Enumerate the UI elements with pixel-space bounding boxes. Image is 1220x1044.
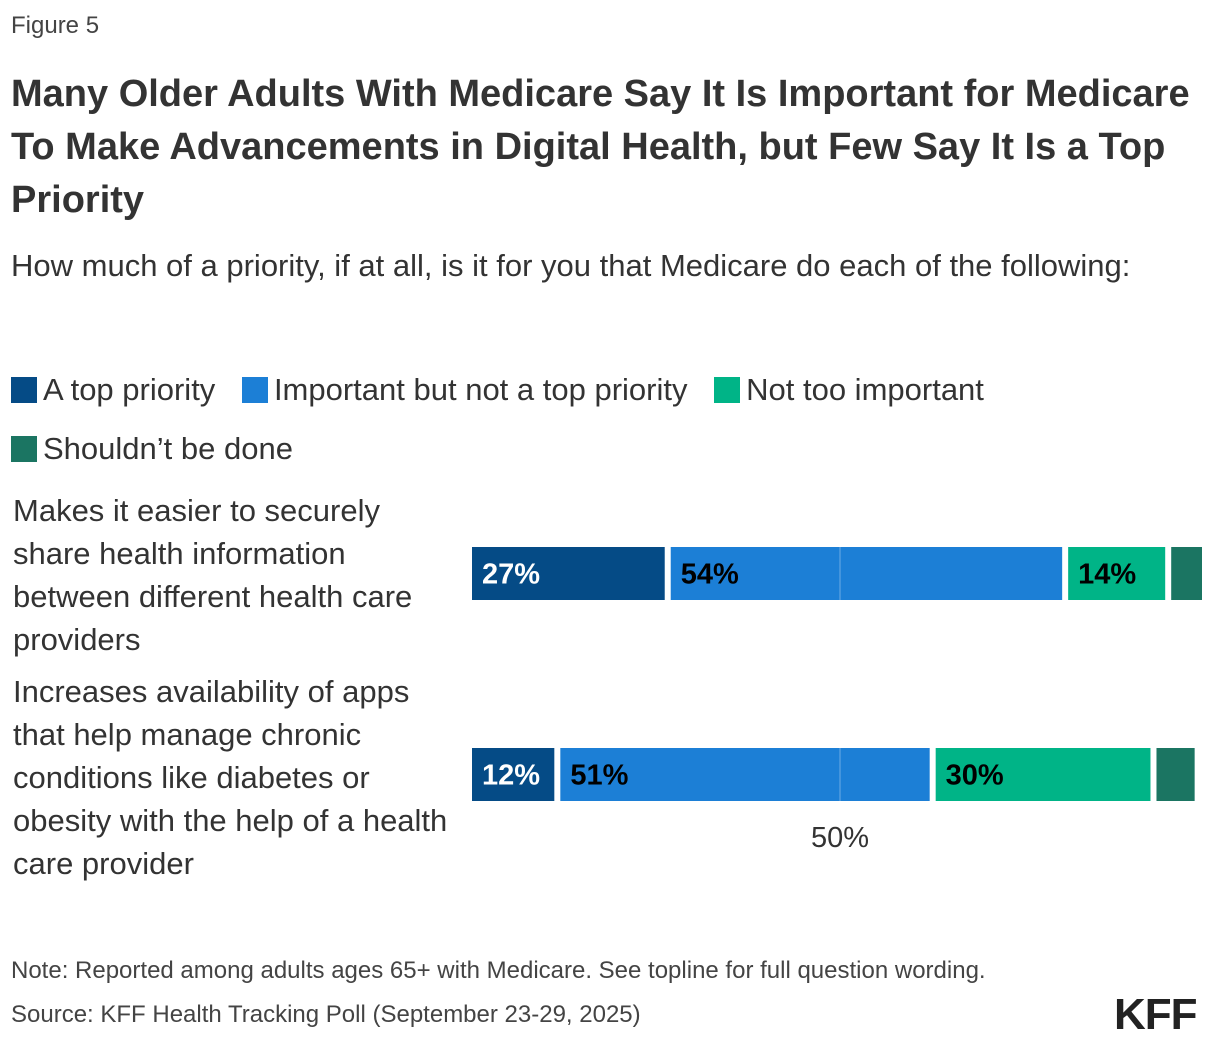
x-tick-label: 50% — [811, 822, 869, 854]
legend-label: Important but not a top priority — [273, 372, 688, 407]
data-label: 12% — [482, 760, 540, 792]
legend-swatch — [714, 377, 741, 403]
bar-segment — [1171, 547, 1202, 600]
legend-label: A top priority — [43, 372, 216, 407]
legend-item-shouldnt-be-done: Shouldn’t be done — [11, 421, 293, 477]
category-label-share-info: Makes it easier to securely share health… — [13, 493, 413, 657]
data-label: 14% — [1078, 559, 1136, 591]
legend: A top priority Important but not a top p… — [11, 362, 1161, 480]
legend-swatch — [11, 436, 37, 462]
figure-label: Figure 5 — [11, 12, 100, 39]
bar-segment — [935, 748, 1151, 801]
chart-subtitle: How much of a priority, if at all, is it… — [11, 248, 1131, 283]
bar-segment — [560, 748, 930, 801]
legend-item-important: Important but not a top priority — [241, 362, 688, 418]
legend-label: Not too important — [746, 372, 984, 407]
legend-swatch — [11, 377, 37, 403]
data-label: 27% — [482, 559, 540, 591]
legend-swatch — [241, 377, 268, 403]
data-label: 30% — [946, 760, 1004, 792]
bar-segment — [1068, 547, 1166, 600]
chart-title: Many Older Adults With Medicare Say It I… — [11, 73, 1190, 221]
bar-segment — [670, 547, 1063, 600]
data-label: 54% — [681, 559, 739, 591]
legend-item-top-priority: A top priority — [11, 362, 215, 418]
kff-logo: KFF — [1114, 990, 1198, 1039]
source: Source: KFF Health Tracking Poll (Septem… — [11, 1001, 641, 1028]
category-label-apps: Increases availability of apps that help… — [13, 674, 448, 881]
legend-item-not-too-important: Not too important — [714, 362, 984, 418]
data-label: 51% — [570, 760, 628, 792]
bar-segment — [472, 748, 555, 801]
legend-label: Shouldn’t be done — [43, 431, 293, 466]
note: Note: Reported among adults ages 65+ wit… — [11, 957, 986, 984]
bar-segment — [472, 547, 665, 600]
bar-segment — [1156, 748, 1195, 801]
